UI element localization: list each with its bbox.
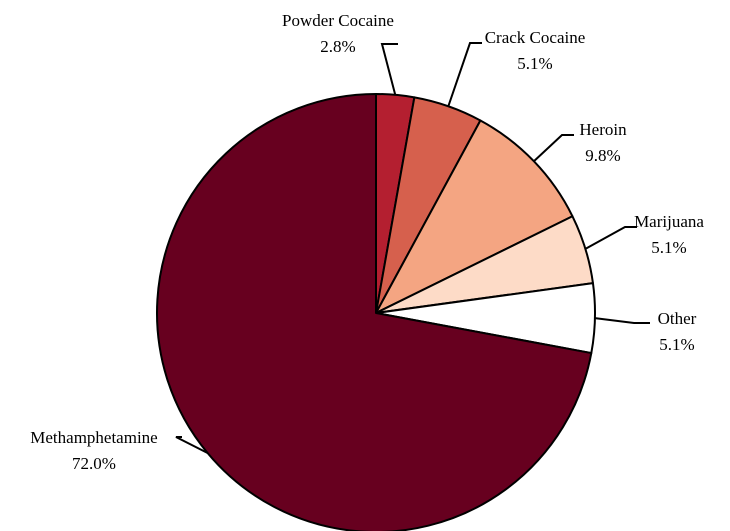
pie-slice-methamphetamine [156,93,593,531]
slice-value-label: 72.0% [72,454,116,473]
leader-line [594,317,650,324]
leader-line [175,436,209,454]
slice-label: Other [658,309,697,328]
leader-line [533,134,574,162]
pie-slice-heroin [375,119,574,314]
pie-slices [156,93,596,531]
slice-label: Methamphetamine [30,428,157,447]
slice-value-label: 2.8% [320,37,355,56]
slice-value-label: 5.1% [659,335,694,354]
leader-line [584,226,637,250]
slice-label: Powder Cocaine [282,11,394,30]
slice-labels: Powder Cocaine 2.8% Crack Cocaine 5.1% Heroi… [30,11,704,473]
leader-line [380,43,398,96]
slice-label: Crack Cocaine [485,28,586,47]
slice-value-label: 9.8% [585,146,620,165]
leader-line [447,42,482,107]
slice-value-label: 5.1% [517,54,552,73]
leader-lines [175,42,650,454]
slice-value-label: 5.1% [651,238,686,257]
slice-label: Heroin [579,120,627,139]
slice-label: Marijuana [634,212,704,231]
